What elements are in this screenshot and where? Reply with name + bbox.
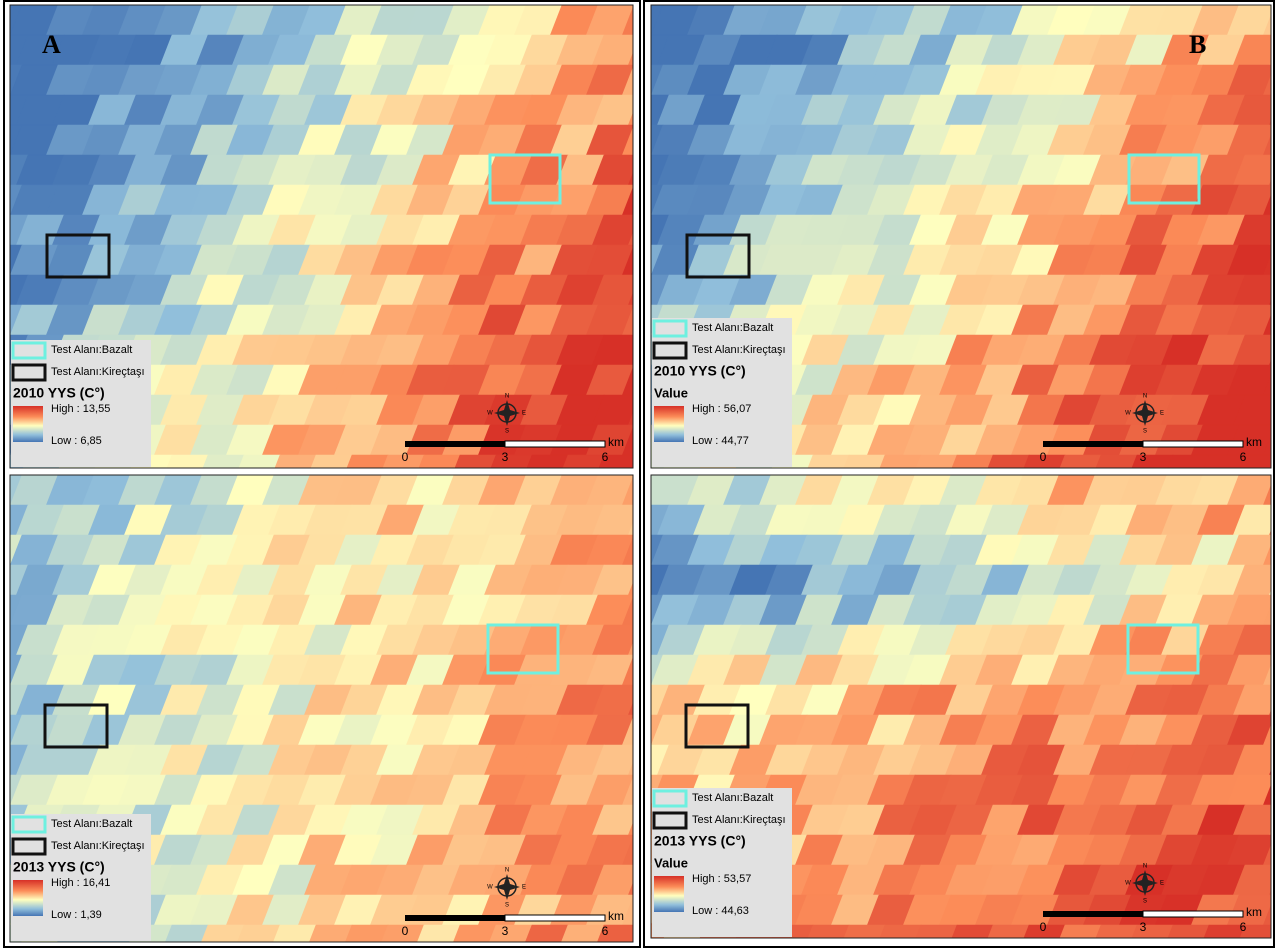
legend-high: High : 53,57 [692, 873, 751, 885]
scale-black [1043, 441, 1143, 447]
legend-subtitle: Value [654, 855, 688, 870]
compass-e: E [1160, 411, 1164, 417]
legend-low: Low : 44,77 [692, 435, 749, 447]
compass-w: W [487, 411, 493, 417]
scale-label: 6 [602, 450, 609, 464]
scale-unit: km [1246, 435, 1262, 449]
figure: A Test Alanı:Bazalt Test Alanı:Kireçtaşı 20… [0, 0, 1276, 950]
scale-black [405, 441, 505, 447]
scale-black [405, 915, 505, 921]
scale-label: 0 [1040, 920, 1047, 934]
legend-label: Test Alanı:Kireçtaşı [51, 840, 145, 852]
legend-label: Test Alanı:Bazalt [692, 322, 773, 334]
scale-white [1143, 441, 1243, 447]
compass-w: W [1125, 411, 1131, 417]
legend-label: Test Alanı:Kireçtaşı [692, 814, 786, 826]
compass-s: S [1143, 899, 1147, 905]
compass-w: W [1125, 881, 1131, 887]
legend-title: 2010 YYS (C°) [654, 363, 746, 379]
legend-title: 2013 YYS (C°) [654, 833, 746, 849]
scale-white [505, 441, 605, 447]
legend-subtitle: Value [654, 385, 688, 400]
legend-low: Low : 6,85 [51, 435, 102, 447]
scale-label: 3 [502, 450, 509, 464]
scale-label: 0 [402, 924, 409, 938]
scale-label: 6 [602, 924, 609, 938]
scale-label: 0 [1040, 450, 1047, 464]
panel-letter: B [1189, 30, 1206, 59]
compass-s: S [1143, 429, 1147, 435]
legend-high: High : 16,41 [51, 877, 110, 889]
scale-label: 3 [1140, 920, 1147, 934]
scale-label: 3 [1140, 450, 1147, 464]
scale-label: 6 [1240, 920, 1247, 934]
compass-e: E [522, 885, 526, 891]
legend-basalt-swatch [654, 321, 686, 336]
compass-e: E [1160, 881, 1164, 887]
color-ramp [13, 880, 43, 916]
compass-w: W [487, 885, 493, 891]
legend-title: 2010 YYS (C°) [13, 385, 105, 401]
compass-n: N [505, 394, 509, 400]
scale-label: 6 [1240, 450, 1247, 464]
legend-basalt-swatch [13, 343, 45, 358]
legend-high: High : 13,55 [51, 403, 110, 415]
panel-letter: A [42, 30, 61, 59]
compass-e: E [522, 411, 526, 417]
legend-label: Test Alanı:Kireçtaşı [692, 344, 786, 356]
legend-label: Test Alanı:Bazalt [692, 792, 773, 804]
scale-black [1043, 911, 1143, 917]
scale-label: 3 [502, 924, 509, 938]
compass-s: S [505, 429, 509, 435]
legend-limestone-swatch [654, 813, 686, 828]
scale-unit: km [608, 435, 624, 449]
scale-unit: km [608, 909, 624, 923]
legend-high: High : 56,07 [692, 403, 751, 415]
compass-n: N [1143, 864, 1147, 870]
legend-label: Test Alanı:Bazalt [51, 344, 132, 356]
compass-n: N [1143, 394, 1147, 400]
legend-title: 2013 YYS (C°) [13, 859, 105, 875]
legend-low: Low : 1,39 [51, 909, 102, 921]
scale-white [505, 915, 605, 921]
legend-limestone-swatch [13, 365, 45, 380]
legend-label: Test Alanı:Kireçtaşı [51, 366, 145, 378]
compass-n: N [505, 868, 509, 874]
color-ramp [654, 406, 684, 442]
legend-limestone-swatch [654, 343, 686, 358]
scale-white [1143, 911, 1243, 917]
legend-label: Test Alanı:Bazalt [51, 818, 132, 830]
compass-s: S [505, 903, 509, 909]
legend-limestone-swatch [13, 839, 45, 854]
scale-label: 0 [402, 450, 409, 464]
legend-low: Low : 44,63 [692, 905, 749, 917]
color-ramp [13, 406, 43, 442]
legend-basalt-swatch [13, 817, 45, 832]
scale-unit: km [1246, 905, 1262, 919]
color-ramp [654, 876, 684, 912]
legend-basalt-swatch [654, 791, 686, 806]
